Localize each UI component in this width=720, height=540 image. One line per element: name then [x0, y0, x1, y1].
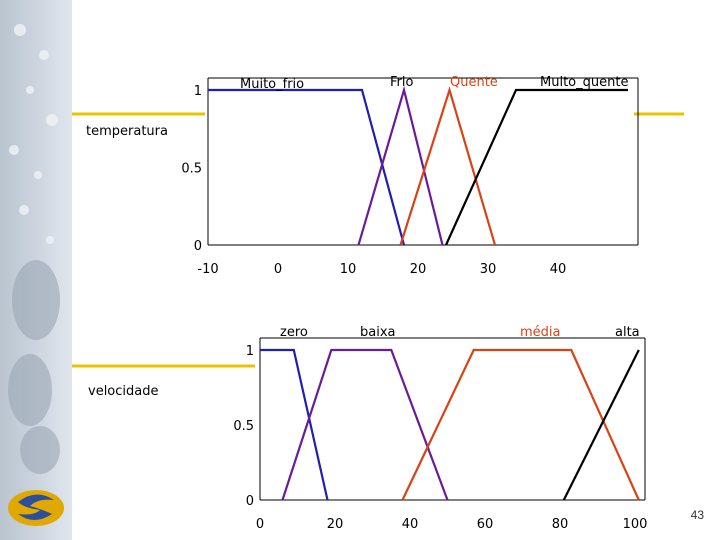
- speed-label: velocidade: [88, 384, 159, 399]
- series-line-quente: [399, 86, 497, 246]
- series-label: Frio: [390, 75, 413, 90]
- series-label: Quente: [450, 75, 498, 90]
- x-tick-label: 100: [623, 517, 648, 532]
- series-line-muito-frio: [208, 88, 406, 246]
- x-tick-label: 80: [552, 517, 569, 532]
- y-tick-label: 0.5: [233, 419, 254, 434]
- x-tick-label: 0: [274, 262, 282, 277]
- x-tick-label: 20: [327, 517, 344, 532]
- series-line-muito-quente: [444, 88, 628, 246]
- series-label: baixa: [360, 325, 396, 340]
- x-tick-label: 0: [256, 517, 264, 532]
- series-line-alta: [562, 349, 640, 501]
- series-label: média: [520, 325, 561, 340]
- y-tick-label: 0.5: [181, 162, 202, 177]
- x-tick-label: 10: [340, 262, 357, 277]
- speed-membership-chart: 0 0.5 1 0 20 40 60 80 100 zero baixa média alta: [233, 325, 648, 532]
- series-line-m-dia: [401, 348, 640, 501]
- series-line-frio: [357, 85, 444, 246]
- series-label: Muito_quente: [540, 75, 628, 90]
- y-tick-label: 1: [194, 84, 202, 99]
- x-tick-label: 30: [480, 262, 497, 277]
- series-label: Muito_frio: [240, 77, 304, 92]
- y-tick-label: 0: [194, 239, 202, 254]
- x-tick-label: 60: [477, 517, 494, 532]
- x-tick-label: 40: [550, 262, 567, 277]
- series-line-zero: [260, 348, 329, 501]
- temperature-membership-chart: 0 0.5 1 -10 0 10 20 30 40 Muito_frio Frio Quente Mui…: [181, 75, 639, 277]
- y-tick-label: 1: [246, 344, 254, 359]
- x-tick-label: 20: [410, 262, 427, 277]
- temperature-label: temperatura: [86, 124, 168, 139]
- y-tick-label: 0: [246, 494, 254, 509]
- page-number: 43: [690, 508, 704, 522]
- sidebar-decoration: [0, 0, 72, 540]
- series-label: alta: [615, 325, 640, 340]
- series-line-baixa: [281, 348, 449, 501]
- x-tick-label: -10: [197, 262, 218, 277]
- series-label: zero: [280, 325, 308, 340]
- x-tick-label: 40: [402, 517, 419, 532]
- logo: [8, 490, 64, 526]
